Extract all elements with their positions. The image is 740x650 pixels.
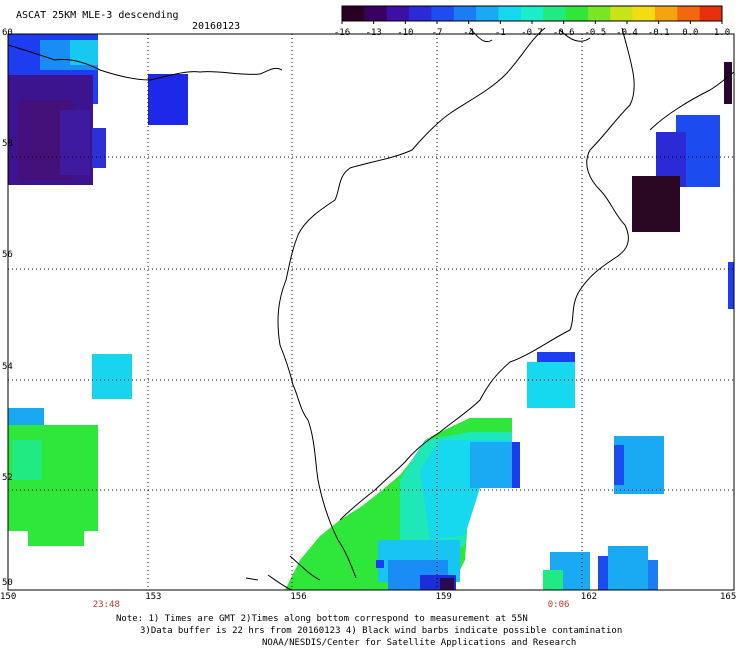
lon-tick-label: 162: [580, 592, 598, 602]
swath-cell: [92, 354, 132, 399]
mle-swath-layer: [8, 34, 734, 590]
coastline-kamchatka-east: [339, 27, 635, 521]
colorbar-segment: [409, 6, 432, 21]
swath-cell: [543, 570, 563, 590]
swath-cell: [527, 362, 575, 408]
colorbar-segment: [453, 6, 477, 21]
map-date: 20160123: [192, 21, 241, 32]
colorbar-label: -10: [397, 28, 413, 38]
colorbar-segment: [520, 6, 544, 21]
colorbar-segment: [386, 6, 410, 21]
colorbar-segment: [610, 6, 634, 21]
swath-cell: [598, 556, 608, 590]
swath-cell: [614, 445, 624, 485]
coastline-magadan: [7, 44, 283, 81]
map-frame: [7, 33, 735, 591]
swath-cell: [728, 262, 734, 309]
swath-cell: [470, 442, 512, 488]
swath-cell: [12, 440, 42, 480]
colorbar-label: -0.5: [584, 28, 606, 38]
swath-cell: [608, 546, 648, 590]
colorbar-segment: [543, 6, 567, 21]
colorbar-label: 0.0: [682, 28, 698, 38]
lat-tick-label: 56: [2, 250, 13, 261]
graticule: [8, 34, 734, 590]
colorbar-segment: [654, 6, 678, 21]
note-line-2: 3)Data buffer is 22 hrs from 20160123 4)…: [140, 626, 623, 636]
colorbar-label: 1.0: [714, 28, 730, 38]
lon-tick-label: 156: [290, 592, 307, 602]
colorbar-segment: [677, 6, 701, 21]
lon-tick-label: 159: [435, 592, 452, 602]
colorbar-segment: [364, 6, 388, 21]
swath-cell: [724, 62, 732, 104]
swath-cell: [440, 578, 454, 590]
note-line-1: Note: 1) Times are GMT 2)Times along bot…: [116, 614, 528, 624]
coastline-layer: [7, 27, 735, 591]
lon-tick-label: 165: [720, 592, 737, 602]
swath-cell: [648, 560, 658, 590]
note-line-3: NOAA/NESDIS/Center for Satellite Applica…: [262, 638, 577, 648]
colorbar-label: -13: [366, 28, 382, 38]
lat-tick-label: 60: [2, 28, 13, 38]
coastline-north: [469, 27, 591, 43]
lat-tick-label: 52: [2, 472, 13, 483]
swath-cell: [512, 442, 520, 488]
swath-cell: [92, 128, 106, 168]
colorbar-label: -7: [432, 28, 443, 38]
lon-tick-label: 150: [0, 592, 17, 602]
orbit-time-label: 23:48: [92, 600, 120, 610]
lat-tick-label: 50: [2, 578, 13, 588]
swath-cell: [376, 560, 384, 568]
colorbar-label: -0.7: [521, 28, 543, 38]
colorbar-segment: [632, 6, 656, 21]
orbit-time-label: 0:06: [547, 600, 570, 610]
swath-cell: [148, 74, 188, 125]
colorbar-label: -1: [495, 28, 506, 38]
colorbar-segment: [498, 6, 522, 21]
lat-tick-label: 54: [2, 361, 13, 372]
swath-cell: [632, 176, 680, 232]
colorbar-segment: [476, 6, 499, 21]
colorbar-label: -0.4: [616, 28, 638, 38]
swath-cell: [537, 352, 575, 362]
lat-tick-label: 58: [2, 139, 13, 150]
swath-cell: [28, 500, 84, 546]
colorbar-label: -16: [334, 28, 350, 38]
colorbar-label: -0.1: [648, 28, 670, 38]
colorbar-label: -4: [463, 28, 474, 38]
colorbar-label: -0.6: [553, 28, 575, 38]
swath-cell: [70, 40, 98, 65]
coastline-kurils: [245, 555, 321, 591]
colorbar: -16 -13 -10 -7 -4 -1 -0.7 -0.6 -0.5 -0.4 -0.1 0.0 1.…: [334, 5, 730, 38]
colorbar-segment: [565, 6, 589, 21]
colorbar-segment: [431, 6, 455, 21]
swath-cell: [60, 110, 90, 175]
colorbar-segment: [587, 6, 611, 21]
lon-tick-label: 153: [145, 592, 162, 602]
map-title: ASCAT 25KM MLE-3 descending: [16, 10, 179, 21]
colorbar-segment: [699, 6, 723, 21]
colorbar-segment: [342, 6, 365, 21]
coastline-ne-peninsula: [649, 71, 735, 131]
coastline-kamchatka-west: [277, 27, 546, 579]
